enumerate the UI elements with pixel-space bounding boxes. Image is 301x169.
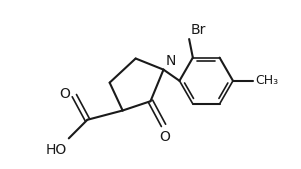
Text: HO: HO [46,143,67,157]
Text: O: O [159,130,170,144]
Text: N: N [165,54,176,68]
Text: O: O [59,87,70,101]
Text: Br: Br [191,23,206,37]
Text: CH₃: CH₃ [255,74,278,87]
